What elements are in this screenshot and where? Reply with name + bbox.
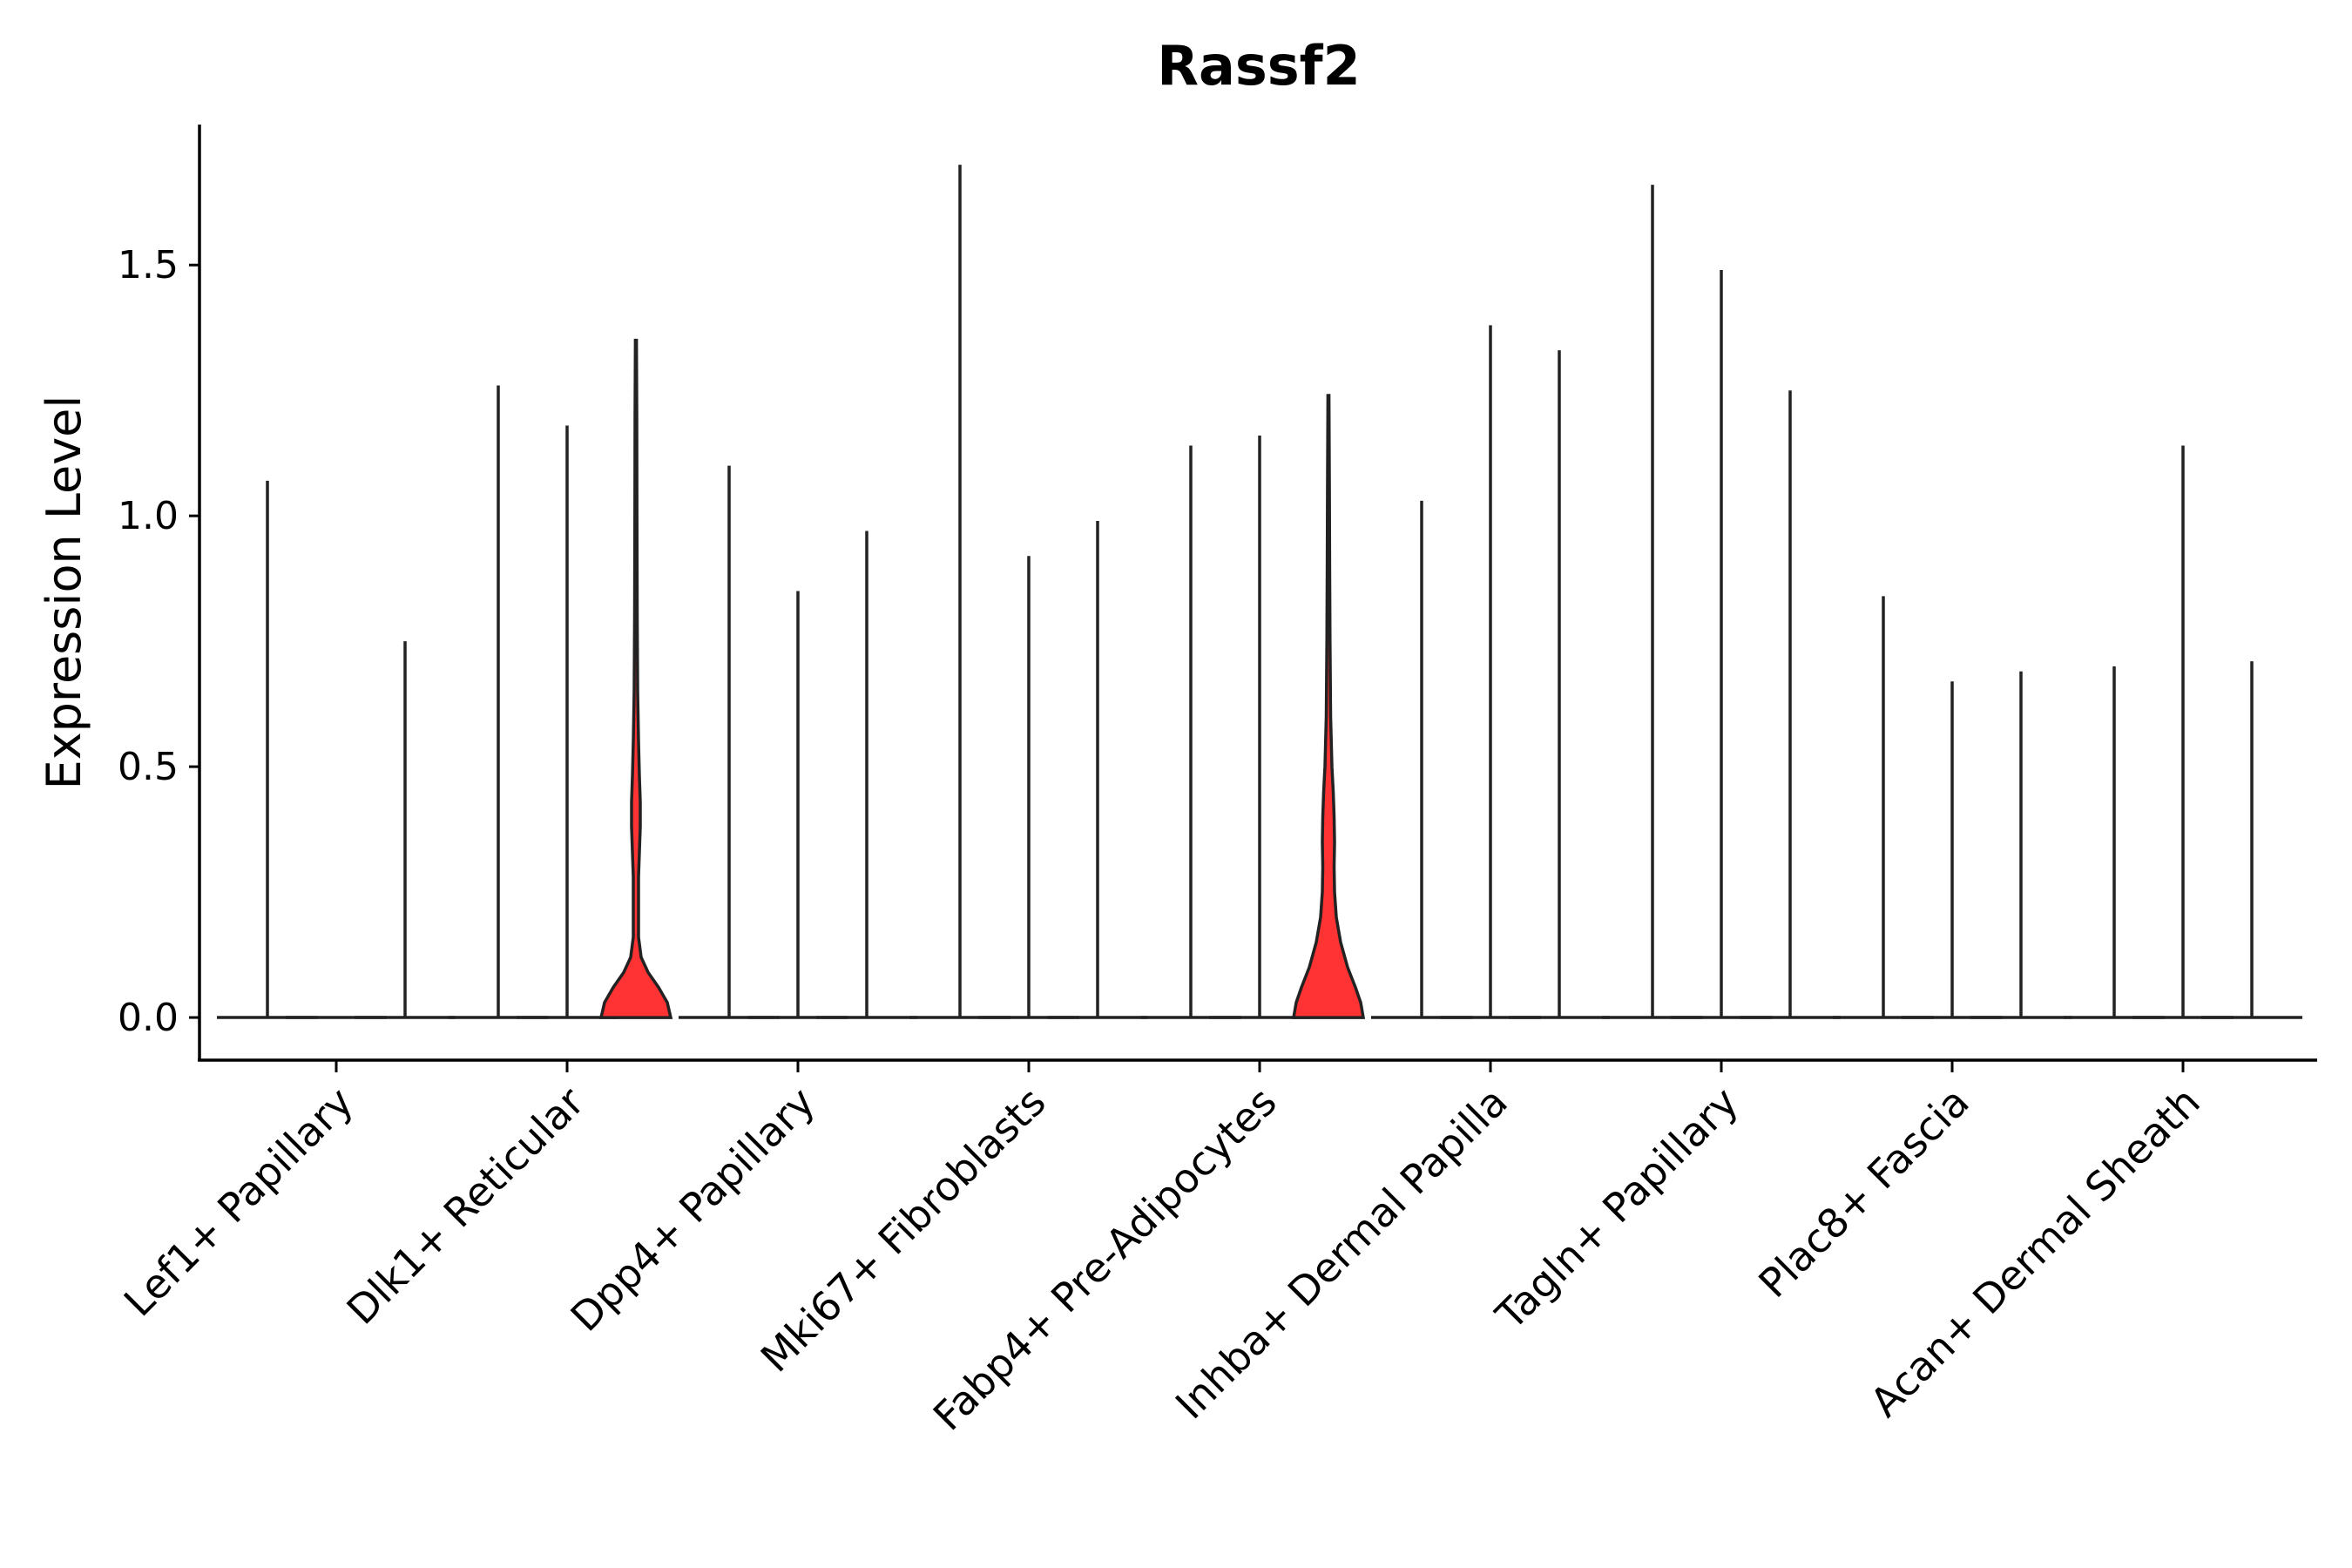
violin	[1740, 390, 1841, 1019]
violin	[909, 165, 1010, 1019]
chart-title: Rassf2	[1157, 34, 1361, 98]
violin	[1291, 394, 1366, 1019]
violin	[978, 556, 1079, 1019]
y-tick-label: 1.5	[118, 243, 179, 287]
violin	[747, 591, 848, 1019]
violin	[517, 425, 618, 1019]
y-tick-label: 0.0	[118, 996, 179, 1040]
violin	[2132, 445, 2234, 1019]
violin	[1371, 500, 1472, 1019]
violin	[1833, 596, 1934, 1019]
y-axis-label: Expression Level	[37, 395, 91, 790]
x-tick-label: Dpp4+ Papillary	[562, 1078, 824, 1341]
violin	[355, 641, 456, 1019]
violin-body	[1291, 394, 1366, 1019]
violin	[448, 385, 549, 1019]
violin	[679, 465, 780, 1019]
x-tick-label: Tagln+ Papillary	[1486, 1078, 1747, 1340]
violin	[217, 480, 318, 1019]
violin	[1602, 185, 1703, 1019]
violin	[816, 531, 917, 1019]
violin	[1440, 325, 1541, 1019]
y-tick-label: 1.0	[118, 494, 179, 538]
violin	[1509, 350, 1610, 1019]
violin	[1047, 520, 1148, 1019]
y-ticks: 0.0 0.5 1.0 1.5	[118, 243, 199, 1040]
violin	[1671, 270, 1772, 1019]
violin	[2064, 666, 2165, 1019]
y-tick-label: 0.5	[118, 745, 179, 789]
x-tick-label: Plac8+ Fascia	[1749, 1078, 1977, 1307]
violin-body	[598, 338, 673, 1019]
x-tick-label: Dlk1+ Reticular	[338, 1078, 593, 1334]
x-tick-label: Lef1+ Papillary	[115, 1078, 362, 1326]
violin	[598, 338, 673, 1019]
violin	[1209, 436, 1310, 1019]
violin	[1970, 671, 2072, 1019]
violin	[2201, 661, 2302, 1019]
violin	[1140, 445, 1241, 1019]
violin	[1902, 681, 2003, 1019]
violins	[217, 165, 2302, 1019]
